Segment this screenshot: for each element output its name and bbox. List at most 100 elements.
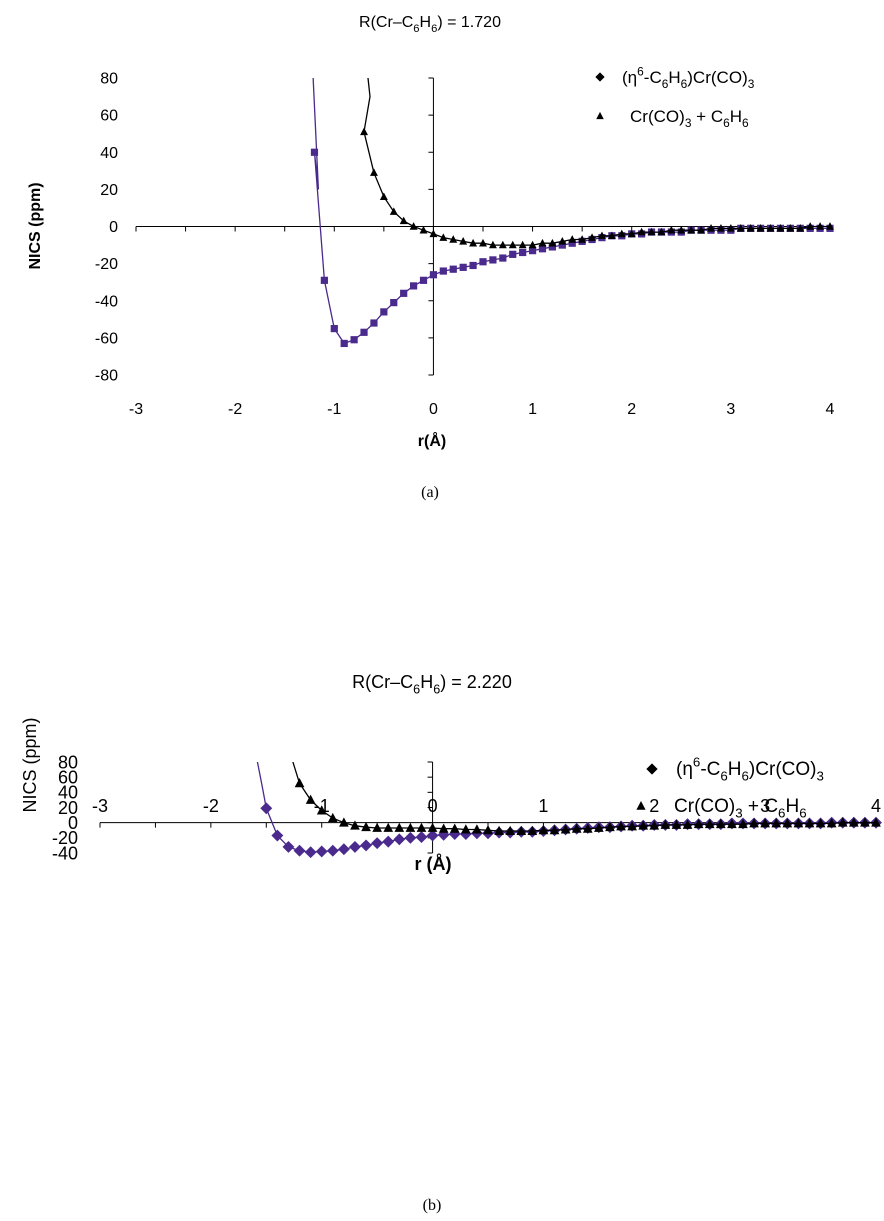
y-tick-label: -20 — [95, 256, 118, 273]
data-point — [449, 823, 460, 833]
data-point — [399, 216, 408, 225]
data-point — [528, 240, 537, 249]
data-point — [380, 308, 388, 316]
data-point — [738, 818, 748, 829]
data-point — [558, 237, 567, 245]
data-point — [360, 127, 368, 136]
data-point — [548, 243, 556, 251]
data-point — [337, 843, 350, 856]
data-point — [361, 821, 371, 832]
data-point — [349, 840, 361, 853]
data-point — [419, 225, 428, 234]
y-tick-label: 80 — [100, 71, 118, 88]
data-point — [315, 845, 328, 858]
data-point — [340, 339, 348, 348]
data-point — [282, 840, 295, 853]
data-point — [499, 254, 507, 262]
data-point — [746, 224, 755, 232]
data-point — [782, 818, 793, 828]
data-point — [360, 839, 372, 852]
data-point — [382, 835, 395, 848]
data-point — [379, 192, 388, 201]
series-line — [256, 762, 876, 853]
x-tick-label: -1 — [327, 401, 341, 418]
data-point — [617, 229, 626, 238]
data-point — [310, 148, 319, 156]
data-point — [472, 824, 482, 834]
data-point — [871, 817, 881, 827]
x-tick-label: 1 — [538, 796, 548, 816]
data-point — [400, 289, 408, 297]
data-point — [727, 818, 737, 829]
data-point — [394, 822, 405, 832]
chart-panel-a: -3 -2 -1 0 1 2 3 4 80 60 40 20 0 -20 -40 -60 -80 r(Å) NICS… — [27, 14, 835, 501]
data-point — [383, 822, 394, 832]
data-point — [568, 235, 577, 243]
data-point — [549, 824, 560, 835]
data-point — [571, 823, 582, 833]
data-point — [605, 821, 615, 832]
y-tick-label: 20 — [58, 798, 78, 818]
data-point — [294, 777, 305, 788]
series-line — [292, 762, 876, 832]
data-point — [350, 820, 360, 830]
data-point — [578, 235, 587, 243]
data-point — [627, 821, 637, 831]
data-point — [371, 837, 384, 850]
data-point — [439, 233, 448, 241]
data-point — [448, 828, 461, 840]
data-point — [715, 818, 726, 829]
data-point — [498, 240, 507, 249]
legend-label: (η6-C6H6)Cr(CO)3 — [676, 754, 824, 783]
y-tick-label: 0 — [68, 813, 78, 833]
data-point — [736, 224, 745, 232]
x-tick-label: 2 — [649, 796, 659, 816]
y-tick-label: 80 — [58, 752, 78, 772]
series-line — [312, 78, 830, 345]
data-point — [766, 224, 775, 232]
data-point — [519, 248, 527, 257]
data-point — [479, 258, 487, 266]
data-point — [390, 299, 398, 307]
data-point — [326, 844, 339, 857]
data-point — [560, 824, 571, 834]
data-point — [616, 821, 626, 831]
data-point — [389, 207, 398, 215]
data-point — [816, 222, 825, 230]
x-axis-label: r(Å) — [418, 431, 446, 450]
x-tick-label: -3 — [129, 401, 143, 418]
data-point — [671, 819, 682, 829]
data-point — [568, 239, 576, 247]
data-point — [548, 238, 557, 247]
data-point — [369, 168, 378, 176]
data-point — [637, 227, 646, 236]
data-point — [776, 224, 785, 232]
legend-label: (η6-C6H6)Cr(CO)3 — [622, 64, 755, 91]
data-point — [350, 336, 358, 344]
data-point — [469, 238, 478, 247]
y-tick-label: 40 — [58, 783, 78, 803]
data-point — [316, 805, 327, 815]
data-point — [360, 328, 368, 336]
data-point — [726, 224, 735, 232]
data-point — [815, 818, 826, 828]
data-point — [449, 235, 458, 243]
legend-marker — [595, 72, 605, 82]
x-tick-label: -2 — [203, 796, 219, 816]
data-point — [410, 282, 418, 290]
data-point — [667, 225, 676, 234]
data-point — [370, 319, 378, 327]
series-line — [363, 78, 830, 246]
data-point — [786, 224, 795, 232]
data-point — [697, 225, 706, 234]
data-point — [607, 231, 616, 240]
data-point — [372, 822, 382, 832]
data-point — [528, 247, 537, 255]
data-point — [518, 240, 527, 249]
data-point — [796, 224, 805, 232]
data-point — [416, 822, 427, 832]
data-point — [460, 824, 471, 834]
legend-marker — [596, 111, 604, 120]
